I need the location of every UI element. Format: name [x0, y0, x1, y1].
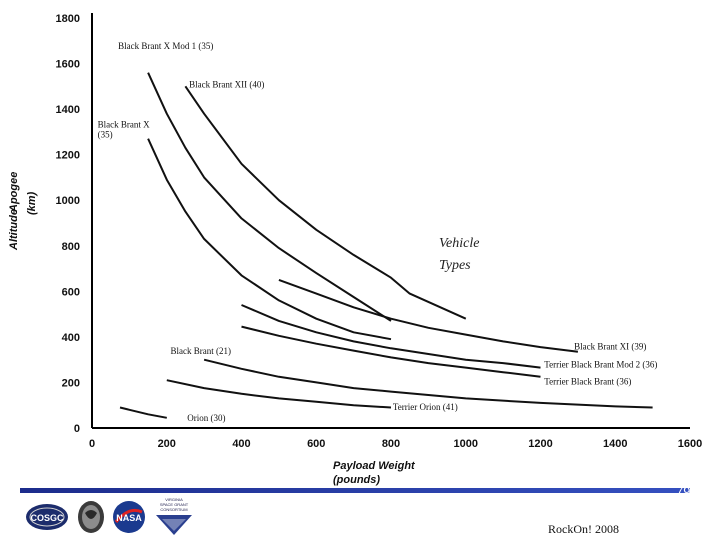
legend-title-line-2: Types: [439, 258, 471, 273]
svg-text:NASA: NASA: [116, 513, 142, 523]
series-line-4: [278, 278, 579, 353]
x-tick-label: 200: [158, 438, 176, 450]
curve-label: Black Brant X Mod 1 (35): [118, 41, 213, 51]
curve-labels: Black Brant X Mod 1 (35) Black Brant XII …: [98, 41, 658, 423]
x-axis-title-line-1: Payload Weight: [333, 460, 416, 472]
y-tick-label: 1600: [56, 59, 80, 71]
series-line-2: [184, 85, 467, 320]
virginia-space-grant-logo: VIRGINIA SPACE GRANT CONSORTIUM: [152, 495, 196, 537]
series-line-5: [241, 304, 541, 369]
curve-label: Terrier Black Brant Mod 2 (36): [544, 360, 657, 370]
y-tick-label: 800: [62, 241, 80, 253]
series-line-7: [203, 358, 653, 409]
cosgc-logo-text: COSGC: [30, 513, 64, 523]
x-tick-label: 1600: [678, 438, 702, 450]
footer-text: RockOn! 2008: [548, 522, 619, 536]
y-tick-label: 600: [62, 286, 80, 298]
vsgc-line-1: VIRGINIA: [165, 497, 183, 502]
curve-label: (35): [98, 130, 113, 140]
slide-number: 79: [676, 484, 691, 499]
y-axis-title-line-3: (km): [26, 191, 38, 215]
series-line-1: [147, 72, 392, 322]
nasa-logo: NASA: [113, 501, 145, 533]
y-tick-label: 1400: [56, 104, 80, 116]
curve-label: Black Brant XI (39): [574, 341, 646, 351]
y-tick-label: 0: [74, 423, 80, 435]
y-tick-label: 1200: [56, 150, 80, 162]
curve-label: Black Brant X: [98, 119, 150, 129]
x-tick-label: 800: [382, 438, 400, 450]
series-line-9: [119, 406, 167, 419]
series-lines: [119, 72, 653, 419]
series-line-6: [241, 325, 541, 378]
cosgc-logo: COSGC: [26, 504, 68, 530]
x-axis-title-line-2: (pounds): [333, 474, 380, 486]
y-tick-label: 200: [62, 377, 80, 389]
vsgc-line-2: SPACE GRANT: [160, 502, 189, 507]
y-tick-label: 1000: [56, 195, 80, 207]
x-tick-label: 1000: [454, 438, 478, 450]
curve-label: Orion (30): [187, 413, 225, 423]
legend-title-line-1: Vehicle: [439, 236, 479, 251]
x-tick-label: 1200: [528, 438, 552, 450]
vsgc-line-3: CONSORTIUM: [160, 507, 187, 512]
series-line-8: [166, 379, 392, 409]
y-axis-title-line-2: Altitude: [8, 209, 20, 251]
y-axis-title-line-1: Apogee: [8, 172, 20, 213]
x-tick-label: 600: [307, 438, 325, 450]
curve-label: Black Brant XII (40): [189, 79, 264, 89]
x-tick-label: 400: [232, 438, 250, 450]
series-line-3: [147, 138, 392, 341]
y-tick-labels: 0 200 400 600 800 1000 1200 1400 1600 1800: [56, 13, 80, 435]
chart: 0 200 400 600 800 1000 1200 1400 1600 1800 0 200 40…: [8, 13, 702, 486]
curve-label: Terrier Orion (41): [393, 402, 458, 412]
curve-label: Terrier Black Brant (36): [544, 377, 631, 387]
x-tick-labels: 0 200 400 600 800 1000 1200 1400 1600: [89, 438, 702, 450]
x-tick-label: 1400: [603, 438, 627, 450]
curve-label: Black Brant (21): [170, 346, 230, 356]
footer-bar: [20, 488, 690, 493]
seal-logo: [78, 501, 104, 533]
y-tick-label: 1800: [56, 13, 80, 25]
x-tick-label: 0: [89, 438, 95, 450]
chart-axes: [91, 13, 690, 429]
y-tick-label: 400: [62, 332, 80, 344]
